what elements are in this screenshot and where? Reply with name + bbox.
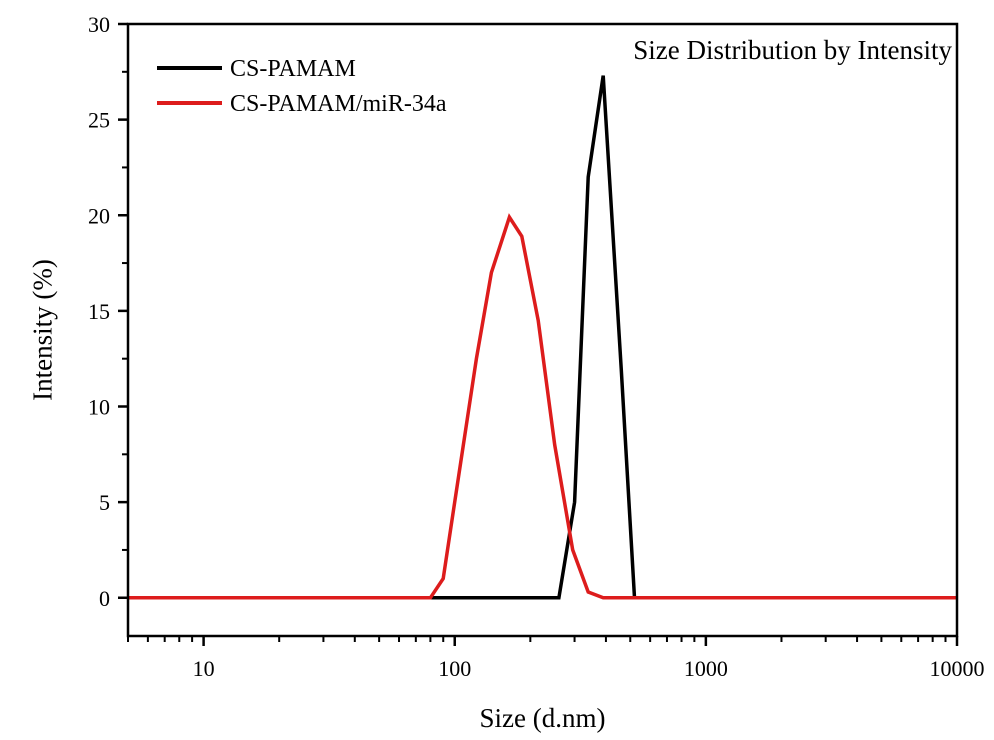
series-line-1	[128, 213, 957, 600]
x-tick-label: 100	[438, 656, 471, 681]
series-line-0	[128, 75, 957, 600]
x-tick-label: 10	[193, 656, 215, 681]
y-tick-label: 20	[88, 203, 110, 228]
y-tick-label: 0	[99, 586, 110, 611]
y-tick-label: 30	[88, 12, 110, 37]
legend-label-cs-pamam: CS-PAMAM	[230, 56, 356, 82]
y-tick-label: 10	[88, 395, 110, 420]
plot-lines	[128, 75, 957, 600]
x-tick-label: 1000	[684, 656, 728, 681]
y-axis-title: Intensity (%)	[27, 259, 57, 401]
legend-label-cs-pamam-mir34a: CS-PAMAM/miR-34a	[230, 91, 447, 117]
x-axis-title: Size (d.nm)	[480, 703, 606, 733]
x-axis: 10 100 1000 10000	[127, 636, 985, 681]
y-axis: 0 5 10 15 20 25 30	[88, 12, 128, 611]
x-tick-label: 10000	[930, 656, 985, 681]
y-tick-label: 15	[88, 299, 110, 324]
chart-annotation: Size Distribution by Intensity	[633, 35, 952, 65]
y-tick-label: 5	[99, 490, 110, 515]
plot-frame	[126, 22, 959, 638]
legend: CS-PAMAM CS-PAMAM/miR-34a	[157, 56, 447, 117]
y-tick-label: 25	[88, 108, 110, 133]
